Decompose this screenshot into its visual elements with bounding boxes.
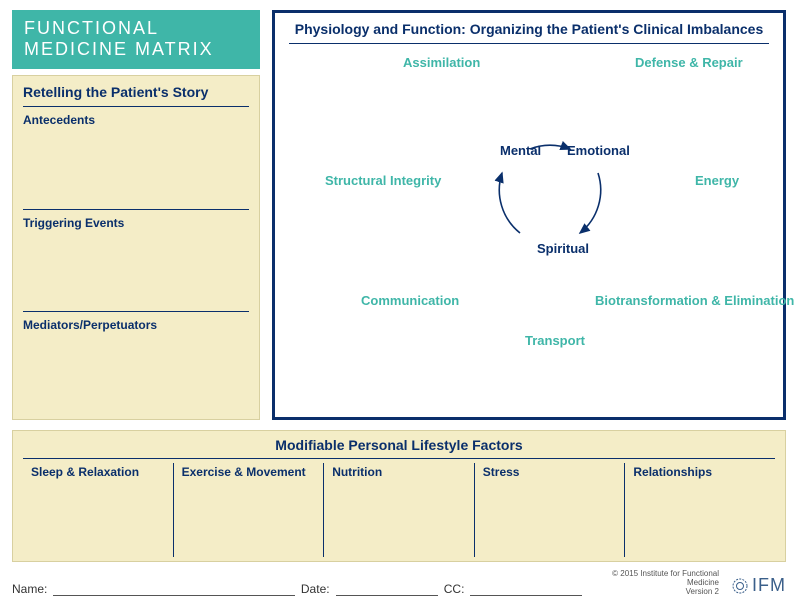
story-section-label: Antecedents	[23, 113, 249, 127]
ifm-logo-text: IFM	[752, 575, 786, 596]
outer-node-biotransformation: Biotransformation & Elimination	[595, 293, 794, 308]
lifestyle-col: Nutrition	[324, 463, 475, 557]
outer-node-energy: Energy	[695, 173, 739, 188]
story-section-label: Triggering Events	[23, 216, 249, 230]
lifestyle-title: Modifiable Personal Lifestyle Factors	[23, 437, 775, 459]
outer-node-assimilation: Assimilation	[403, 55, 480, 70]
story-title: Retelling the Patient's Story	[23, 84, 249, 107]
lifestyle-col: Relationships	[625, 463, 775, 557]
footer: Name: Date: CC: © 2015 Institute for Fun…	[12, 570, 786, 596]
main-title: Physiology and Function: Organizing the …	[289, 21, 769, 44]
story-panel: Retelling the Patient's Story Antecedent…	[12, 75, 260, 420]
story-section-label: Mediators/Perpetuators	[23, 318, 249, 332]
ifm-logo-icon	[731, 577, 749, 595]
outer-node-defense-repair: Defense & Repair	[635, 55, 743, 70]
story-section: Antecedents	[23, 113, 249, 209]
copyright-version: Version 2	[588, 588, 719, 597]
main-panel: Physiology and Function: Organizing the …	[272, 10, 786, 420]
lifestyle-col: Sleep & Relaxation	[23, 463, 174, 557]
outer-node-transport: Transport	[525, 333, 585, 348]
title-line-1: FUNCTIONAL	[24, 18, 248, 39]
cycle-arrows	[470, 113, 630, 273]
footer-field-line	[336, 582, 438, 596]
ifm-logo: IFM	[731, 575, 786, 596]
footer-field-label: Date:	[301, 582, 330, 596]
footer-field-line	[53, 582, 295, 596]
copyright-line: © 2015 Institute for Functional Medicine	[588, 570, 719, 588]
footer-field-line	[470, 582, 581, 596]
story-section: Triggering Events	[23, 216, 249, 312]
title-banner: FUNCTIONAL MEDICINE MATRIX	[12, 10, 260, 69]
lifestyle-panel: Modifiable Personal Lifestyle Factors Sl…	[12, 430, 786, 562]
lifestyle-col: Exercise & Movement	[174, 463, 325, 557]
outer-node-communication: Communication	[361, 293, 459, 308]
copyright: © 2015 Institute for Functional Medicine…	[588, 570, 719, 596]
lifestyle-col: Stress	[475, 463, 626, 557]
footer-field-label: CC:	[444, 582, 465, 596]
story-section: Mediators/Perpetuators	[23, 318, 249, 413]
footer-field-label: Name:	[12, 582, 47, 596]
outer-node-structural-integrity: Structural Integrity	[325, 173, 441, 188]
title-line-2: MEDICINE MATRIX	[24, 39, 248, 60]
